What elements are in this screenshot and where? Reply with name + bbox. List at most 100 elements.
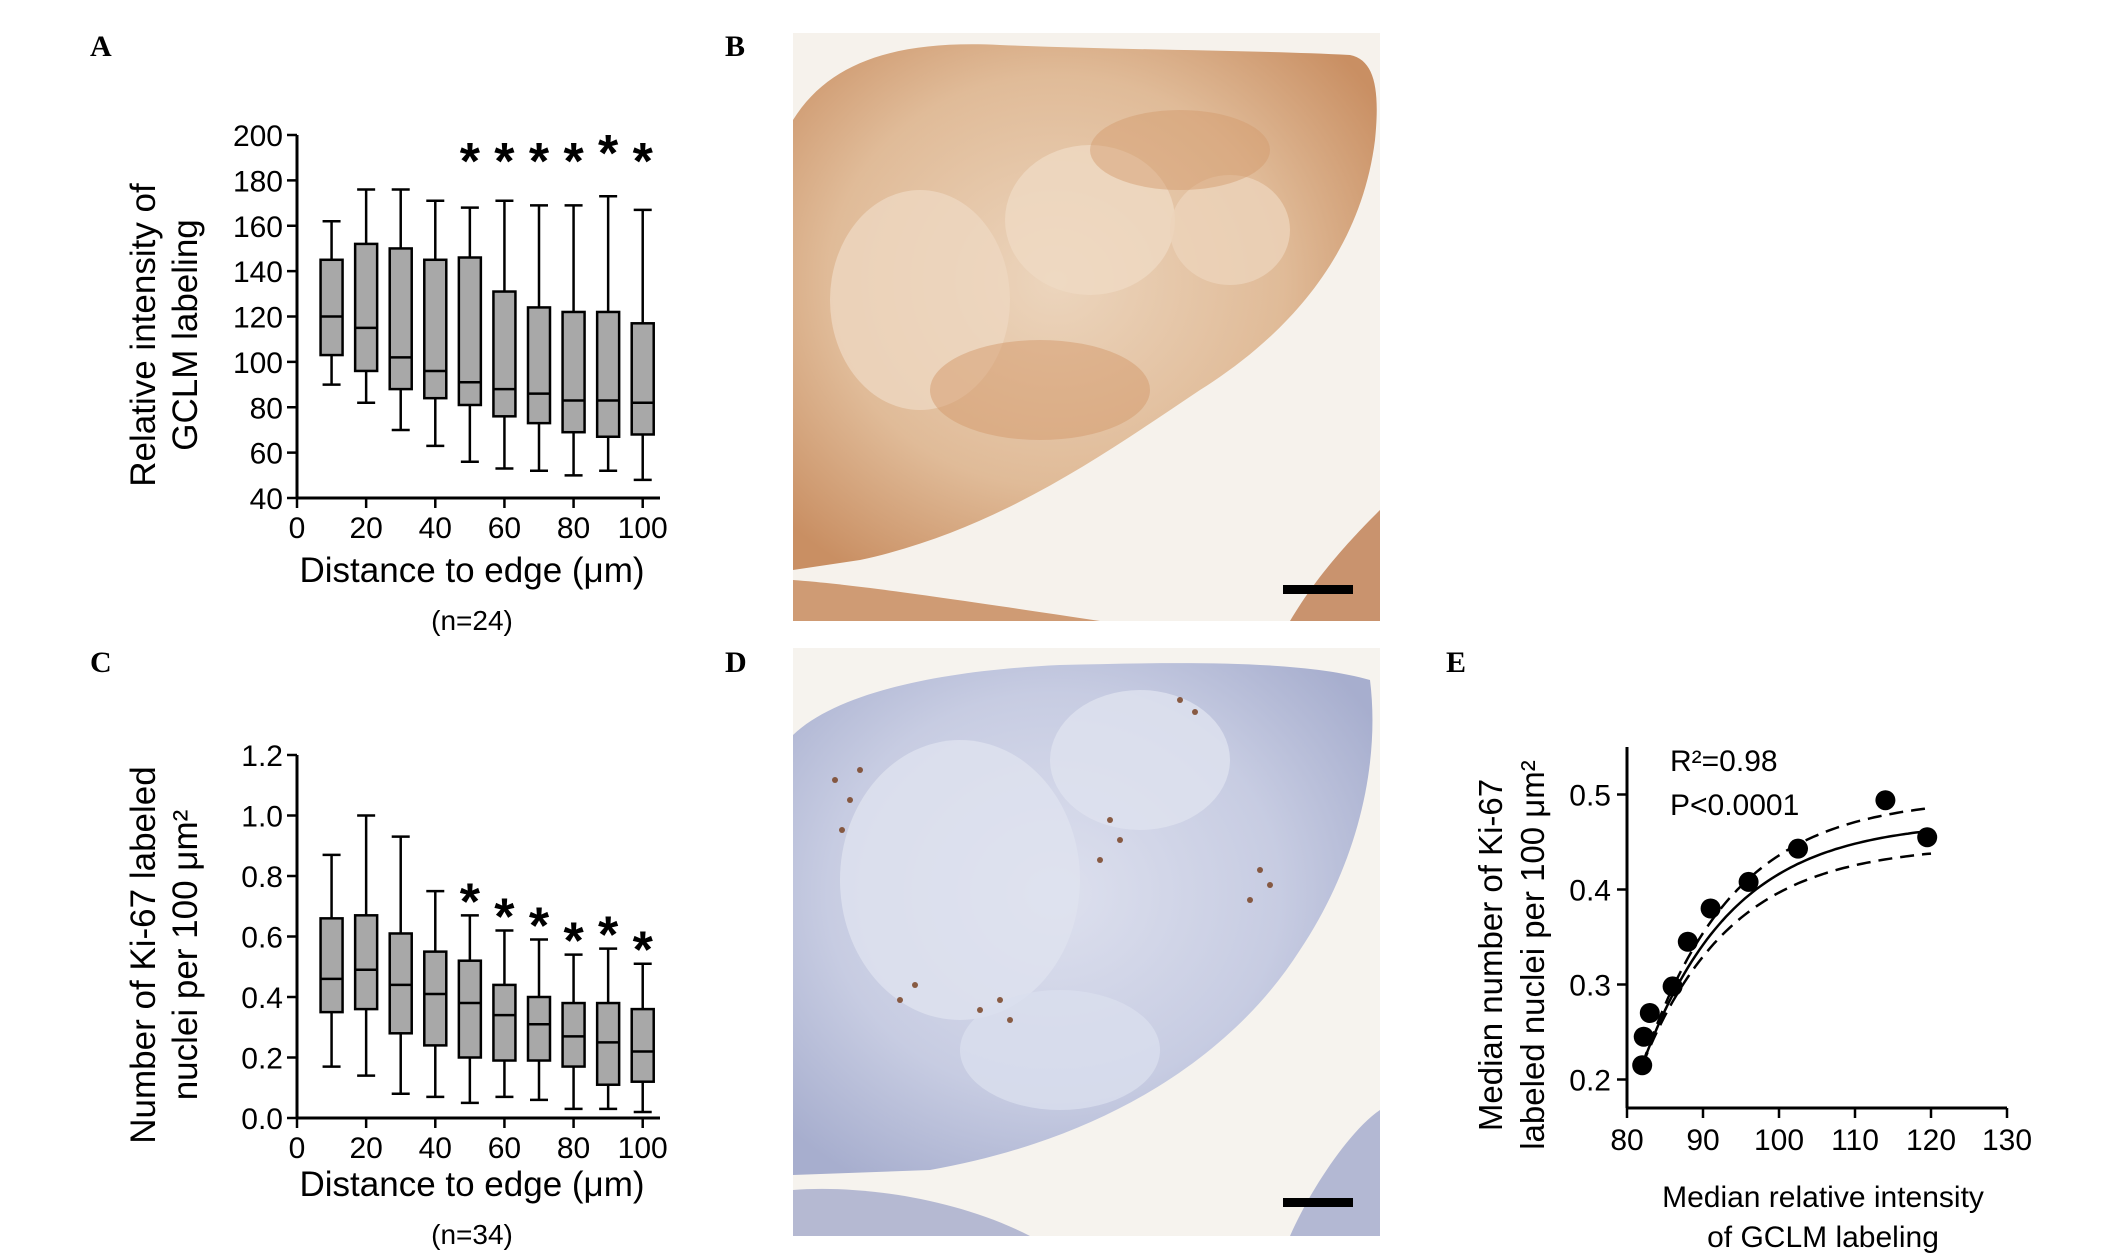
- significance-marker: *: [598, 125, 619, 183]
- significance-marker: *: [633, 133, 654, 191]
- chart-a-ytick-label: 60: [250, 438, 283, 471]
- significance-marker: *: [460, 133, 481, 191]
- chart-c-ytick-label: 0.8: [241, 861, 283, 894]
- chart-a-ytick-label: 180: [233, 165, 283, 198]
- chart-c-ytick-label: 1.0: [241, 801, 283, 834]
- chart-e-ytick-label: 0.4: [1569, 875, 1611, 908]
- box-iqr: [423, 258, 448, 400]
- ci-upper-curve: [1641, 806, 1932, 1066]
- box-iqr: [492, 290, 517, 418]
- box-iqr: [457, 959, 483, 1059]
- chart-c-xtick-label: 20: [349, 1132, 382, 1165]
- chart-a-xtick-label: 60: [488, 512, 521, 545]
- chart-e-pvalue: P<0.0001: [1670, 789, 1799, 822]
- chart-c-xtick-label: 100: [618, 1132, 668, 1165]
- chart-e-ytick-label: 0.3: [1569, 970, 1611, 1003]
- data-point: [1738, 871, 1759, 892]
- panel-label-e: E: [1446, 646, 1466, 679]
- box-iqr: [319, 917, 344, 1014]
- significance-marker: *: [598, 907, 619, 965]
- data-point: [1788, 838, 1808, 859]
- significance-marker: *: [563, 913, 584, 971]
- box-iqr: [630, 1007, 655, 1083]
- chart-c-ytick-label: 1.2: [241, 740, 283, 773]
- chart-a: Relative intensity of GCLM labeling Dist…: [124, 120, 668, 636]
- chart-e-ylabel-line2: labeled nuclei per 100 μm²: [1514, 760, 1551, 1150]
- chart-c: Number of Ki-67 labeled nuclei per 100 μ…: [124, 740, 668, 1250]
- chart-a-ylabel-line1: Relative intensity of: [124, 183, 163, 487]
- chart-c-xlabel: Distance to edge (μm): [299, 1165, 644, 1204]
- chart-e-ytick-label: 0.2: [1569, 1065, 1611, 1098]
- chart-c-ylabel-line1: Number of Ki-67 labeled: [124, 766, 163, 1143]
- panel-label-d: D: [725, 646, 747, 679]
- box-iqr: [561, 310, 586, 434]
- chart-c-ytick-label: 0.2: [241, 1043, 283, 1076]
- chart-a-xtick-label: 40: [419, 512, 452, 545]
- box-iqr: [630, 322, 655, 436]
- significance-marker: *: [460, 873, 481, 931]
- chart-a-xtick-label: 20: [349, 512, 382, 545]
- panel-label-b: B: [725, 30, 745, 63]
- chart-a-xtick-label: 100: [618, 512, 668, 545]
- chart-a-note: (n=24): [431, 605, 513, 636]
- chart-a-ytick-label: 160: [233, 211, 283, 244]
- significance-marker: *: [529, 133, 550, 191]
- chart-a-xtick-label: 0: [289, 512, 306, 545]
- chart-e-xtick-label: 100: [1754, 1124, 1804, 1157]
- box-iqr: [595, 1001, 621, 1086]
- chart-c-xtick-label: 60: [488, 1132, 521, 1165]
- box-iqr: [423, 950, 448, 1047]
- chart-e-r2: R²=0.98: [1670, 745, 1778, 778]
- significance-marker: *: [529, 898, 550, 956]
- chart-a-ylabel-line2: GCLM labeling: [166, 219, 205, 451]
- significance-marker: *: [563, 133, 584, 191]
- significance-marker: *: [494, 888, 515, 946]
- data-point: [1639, 1003, 1660, 1023]
- data-point: [1875, 790, 1896, 811]
- panel-label-c: C: [90, 646, 112, 679]
- box-iqr: [353, 914, 379, 1011]
- data-point: [1677, 931, 1698, 952]
- chart-c-ytick-label: 0.4: [241, 982, 283, 1015]
- box-iqr: [319, 258, 344, 357]
- panel-label-a: A: [90, 30, 112, 63]
- box-iqr: [457, 256, 483, 407]
- data-point: [1917, 827, 1938, 848]
- chart-e-xtick-label: 110: [1831, 1124, 1879, 1157]
- ci-lower-curve: [1641, 852, 1932, 1066]
- micrograph-d: [793, 648, 1380, 1236]
- data-point: [1662, 976, 1683, 997]
- chart-e-ytick-label: 0.5: [1569, 780, 1611, 813]
- box-iqr: [388, 247, 413, 391]
- box-iqr: [353, 242, 379, 373]
- significance-marker: *: [633, 922, 654, 980]
- chart-c-ylabel-line2: nuclei per 100 μm²: [166, 810, 205, 1101]
- box-iqr: [492, 983, 517, 1062]
- chart-c-ytick-label: 0.6: [241, 922, 283, 955]
- chart-e-xtick-label: 80: [1610, 1124, 1643, 1157]
- chart-a-ytick-label: 200: [233, 120, 283, 153]
- significance-marker: *: [494, 133, 515, 191]
- box-iqr: [526, 306, 552, 425]
- chart-c-xtick-label: 0: [289, 1132, 306, 1165]
- chart-a-ytick-label: 120: [233, 302, 283, 335]
- chart-e: Median number of Ki-67 labeled nuclei pe…: [1472, 745, 2032, 1254]
- chart-c-xtick-label: 40: [419, 1132, 452, 1165]
- chart-a-ytick-label: 100: [233, 347, 283, 380]
- chart-e-xtick-label: 120: [1906, 1124, 1956, 1157]
- chart-a-ytick-label: 80: [250, 392, 283, 425]
- chart-e-xtick-label: 90: [1686, 1124, 1719, 1157]
- data-point: [1633, 1026, 1654, 1047]
- chart-c-note: (n=34): [431, 1219, 513, 1250]
- box-iqr: [595, 310, 621, 438]
- chart-e-ylabel-line1: Median number of Ki-67: [1472, 779, 1509, 1131]
- chart-c-xtick-label: 80: [557, 1132, 590, 1165]
- data-point: [1632, 1055, 1653, 1076]
- box-iqr: [561, 1001, 586, 1068]
- chart-e-xlabel-line1: Median relative intensity: [1662, 1181, 1984, 1214]
- chart-e-xtick-label: 130: [1982, 1124, 2032, 1157]
- data-point: [1700, 898, 1721, 919]
- fit-curve: [1641, 829, 1932, 1066]
- chart-e-xlabel-line2: of GCLM labeling: [1707, 1221, 1939, 1254]
